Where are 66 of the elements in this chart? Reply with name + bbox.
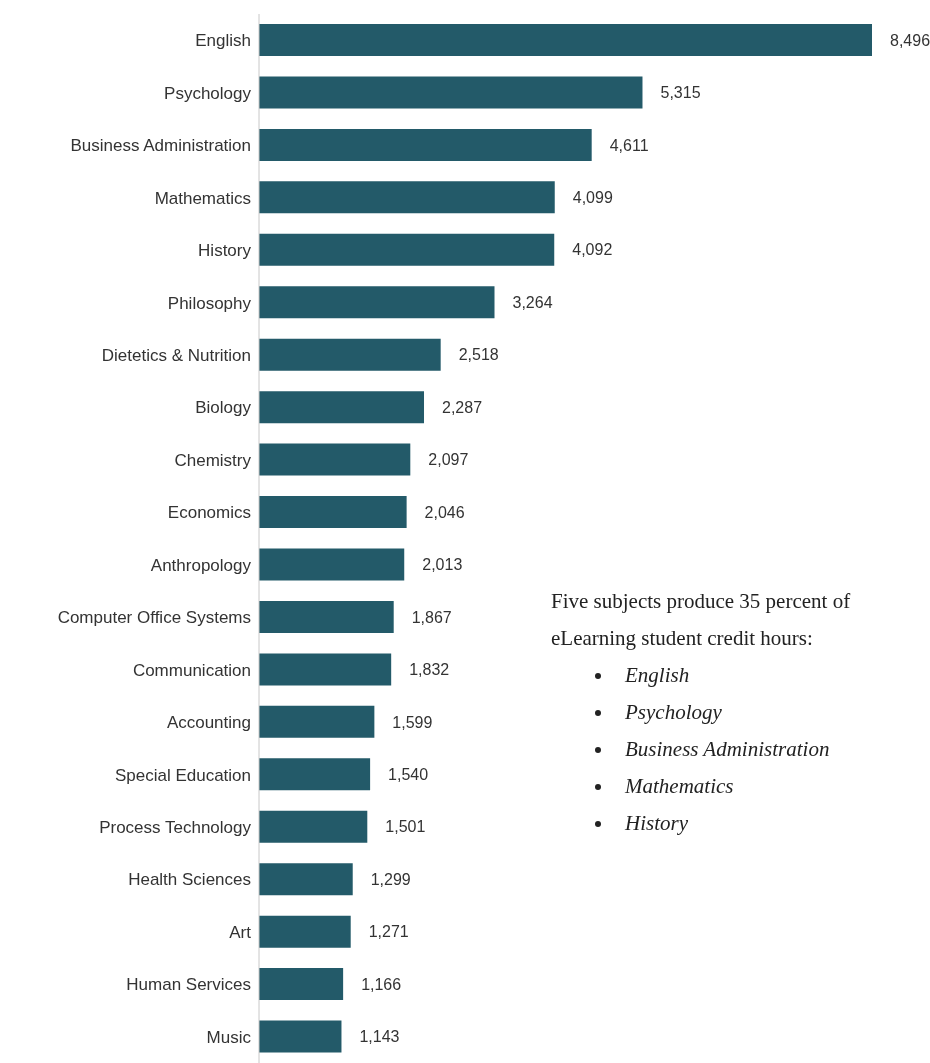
bar — [259, 443, 411, 476]
y-tick-label: Communication — [132, 660, 251, 680]
bar — [259, 600, 394, 633]
data-label: 4,099 — [572, 189, 613, 207]
y-tick-label: Process Technology — [99, 818, 252, 838]
bar — [259, 76, 643, 109]
data-label: 1,540 — [388, 765, 429, 783]
y-tick-label: Business Administration — [70, 136, 251, 156]
y-tick-label: Philosophy — [167, 293, 252, 313]
bar — [259, 181, 555, 214]
bar — [259, 915, 351, 948]
data-label: 1,867 — [411, 608, 452, 626]
data-label: 2,046 — [424, 503, 465, 521]
y-tick-label: English — [195, 31, 251, 51]
bar — [259, 128, 592, 161]
annotation: English — [625, 662, 690, 689]
data-label: 1,166 — [361, 975, 402, 993]
data-label: 2,518 — [458, 346, 499, 364]
bar — [259, 338, 441, 371]
data-label: 2,097 — [428, 451, 469, 469]
data-label: 1,501 — [385, 818, 426, 836]
y-tick-label: Music — [206, 1027, 252, 1047]
data-label: 1,143 — [359, 1028, 400, 1046]
bar — [259, 810, 368, 843]
y-tick-label: Health Sciences — [128, 870, 251, 890]
y-tick-label: Economics — [167, 503, 251, 523]
data-label: 1,299 — [370, 870, 411, 888]
bar — [259, 233, 555, 266]
data-label: 1,832 — [409, 661, 450, 679]
y-tick-label: Human Services — [126, 975, 251, 995]
y-tick-label: Chemistry — [174, 450, 252, 470]
bar — [259, 863, 353, 896]
bar — [259, 496, 407, 529]
y-tick-label: Mathematics — [154, 188, 251, 208]
annotation: Business Administration — [625, 736, 830, 763]
data-label: 5,315 — [660, 84, 701, 102]
bar — [259, 968, 344, 1001]
annotation: Five subjects produce 35 percent of eLearning student credit hours: — [551, 588, 852, 652]
bar — [259, 653, 392, 686]
y-tick-label: Special Education — [114, 765, 251, 785]
data-label: 4,092 — [572, 241, 613, 259]
bar — [259, 1020, 342, 1053]
bar — [259, 24, 872, 56]
annotation: History — [625, 810, 688, 837]
bar — [259, 548, 405, 581]
y-tick-label: History — [198, 241, 252, 261]
y-tick-label: Dietetics & Nutrition — [101, 345, 251, 365]
bar — [259, 286, 495, 319]
annotation: Mathematics — [625, 773, 734, 800]
data-label: 2,013 — [422, 556, 463, 574]
y-tick-label: Anthropology — [150, 555, 252, 575]
data-label: 4,611 — [609, 136, 649, 154]
bar — [259, 758, 371, 791]
y-tick-label: Biology — [195, 398, 252, 418]
data-label: 8,496 — [890, 31, 930, 49]
y-tick-label: Art — [229, 922, 252, 942]
annotation: Psychology — [625, 699, 722, 726]
y-tick-label: Accounting — [166, 713, 251, 733]
data-label: 3,264 — [512, 293, 553, 311]
data-label: 2,287 — [442, 398, 483, 416]
y-tick-label: Psychology — [164, 83, 252, 103]
data-label: 1,271 — [368, 923, 409, 941]
data-label: 1,599 — [392, 713, 433, 731]
bar — [259, 391, 425, 424]
y-tick-label: Computer Office Systems — [57, 608, 251, 628]
bar — [259, 705, 375, 738]
